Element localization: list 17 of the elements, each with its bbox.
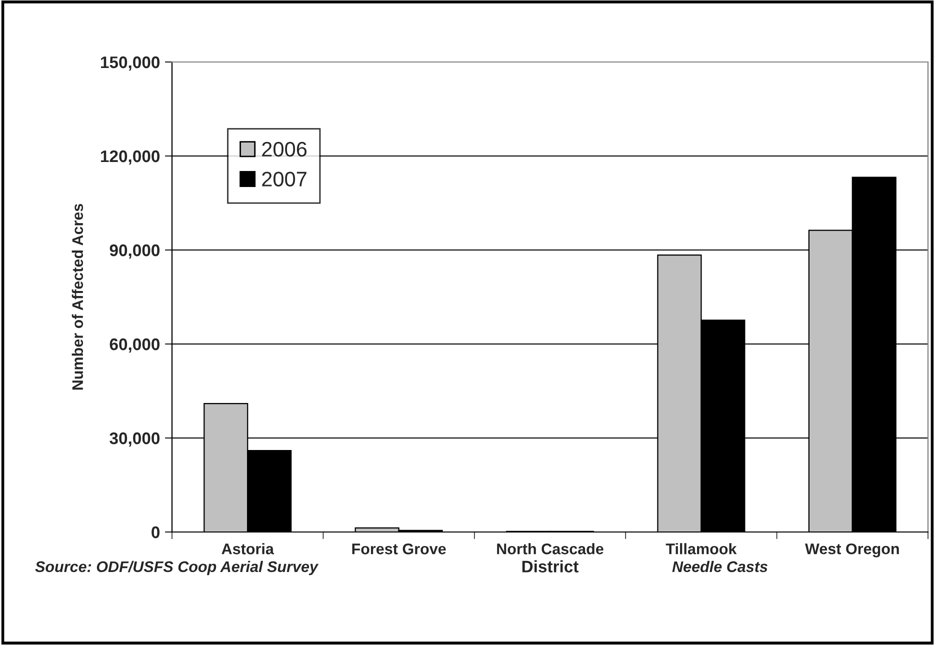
y-tick-label: 60,000 [110,338,160,353]
y-tick-label: 30,000 [110,432,160,447]
y-axis-title: Number of Affected Acres [72,204,84,390]
y-tick-label: 0 [152,526,160,538]
x-tick-label: Astoria [222,543,274,554]
legend-label: 2007 [262,172,306,186]
text: Needle Casts [672,560,768,572]
x-tick-label: Forest Grove [352,544,446,554]
source-note: Source: ODF/USFS Coop Aerial Survey [35,560,319,576]
legend-label: 2006 [262,142,307,157]
x-tick-label: West Oregon [805,543,899,558]
y-tick-label: 120,000 [101,150,160,165]
y-tick-label: 90,000 [110,244,160,259]
y-tick-label: 150,000 [101,56,160,71]
x-tick-label: North Cascade [497,543,604,554]
x-tick-label: Tillamook [666,543,737,554]
x-axis-title: District [522,560,579,572]
